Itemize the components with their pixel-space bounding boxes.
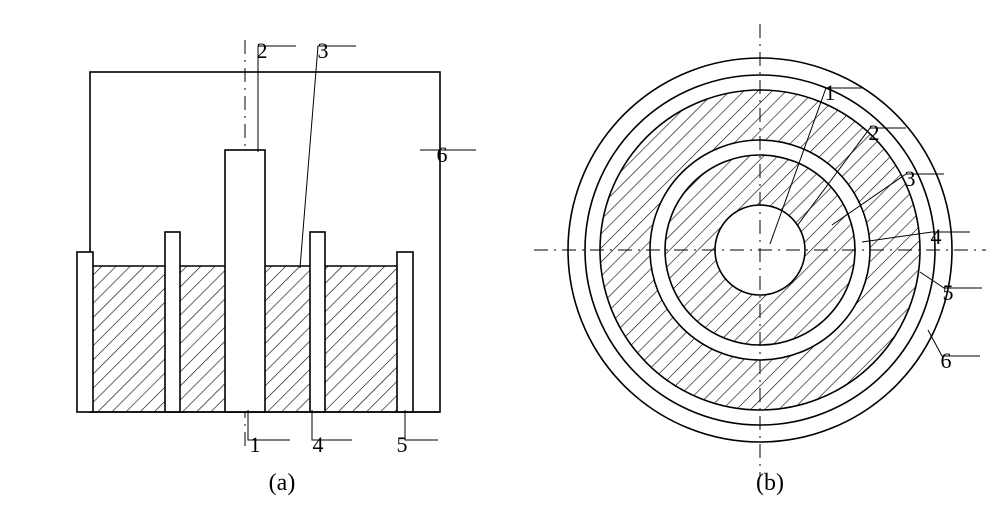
label-b-3: 3 [905, 166, 916, 191]
figure-stage: 123456(a)123456(b) [0, 0, 1000, 516]
ring-wall-left [165, 232, 180, 412]
leader-a-3 [300, 46, 356, 268]
left-section-view: 1 2 3 4 5 6 (a) [77, 38, 476, 496]
outer-wall-right [397, 252, 413, 412]
caption-a: (a) [269, 470, 296, 496]
caption-b: (b) [756, 470, 784, 496]
label-a-5: 5 [397, 432, 408, 457]
hatched-region-3-right [265, 266, 310, 412]
label-a-4: 4 [313, 432, 324, 457]
label-b-6: 6 [941, 348, 952, 373]
label-b-5: 5 [943, 280, 954, 305]
label-b-2: 2 [869, 120, 880, 145]
right-plan-view: 123456(b) [534, 24, 986, 496]
leader-b-6 [928, 330, 980, 356]
label-a-3: 3 [318, 38, 329, 63]
label-b-4: 4 [931, 224, 942, 249]
outer-wall-left [77, 252, 93, 412]
ring-wall-right [310, 232, 325, 412]
hatched-region-4-left [93, 266, 165, 412]
label-a-2: 2 [257, 38, 268, 63]
label-a-1: 1 [250, 432, 261, 457]
label-b-1: 1 [825, 80, 836, 105]
inner-post [225, 150, 265, 412]
hatched-region-4-right [325, 266, 397, 412]
label-a-6: 6 [437, 142, 448, 167]
leader-a-5 [405, 410, 438, 440]
hatched-region-3-left [180, 266, 225, 412]
